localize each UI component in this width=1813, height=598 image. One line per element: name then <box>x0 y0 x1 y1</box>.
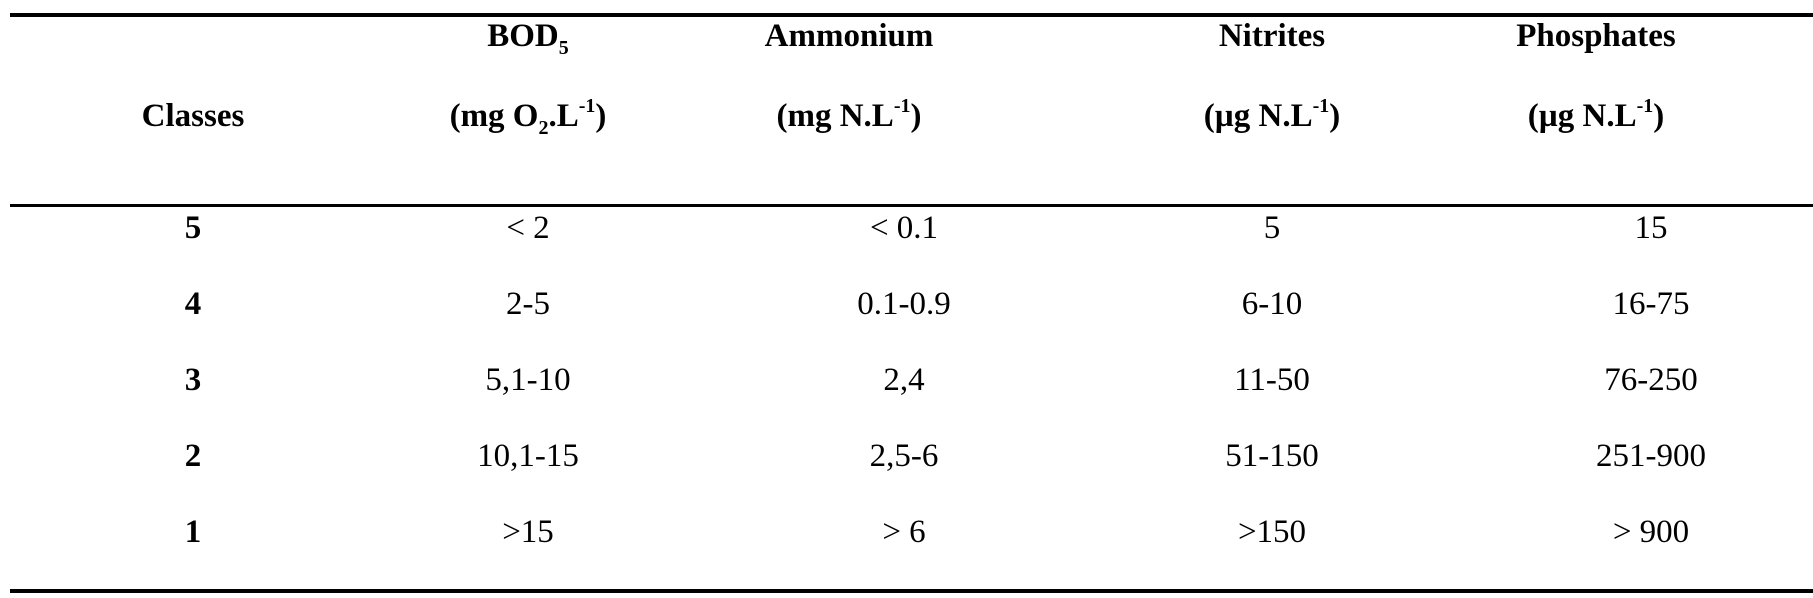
cell-nitrites: >150 <box>1237 514 1307 550</box>
cell-phosphates: > 900 <box>1612 514 1690 550</box>
header-bod-name-main: BOD <box>487 18 559 54</box>
cell-ammonium: > 6 <box>882 514 926 550</box>
cell-phosphates: 16-75 <box>1612 286 1690 322</box>
cell-nitrites: 5 <box>1263 210 1281 246</box>
header-bod-unit: (mg O2.L-1) <box>449 95 607 138</box>
header-phosphates-name: Phosphates <box>1516 18 1676 54</box>
cell-class: 2 <box>184 438 202 474</box>
header-phosphates-unit-open: (µg N.L <box>1527 98 1637 134</box>
header-bod-name: BOD5 <box>487 18 569 58</box>
table-header-rule <box>10 204 1813 207</box>
cell-class: 4 <box>184 286 202 322</box>
cell-class: 1 <box>184 514 202 550</box>
table-row: 1 >15 > 6 >150 > 900 <box>0 514 1813 574</box>
table-bottom-rule <box>10 589 1813 593</box>
cell-class: 5 <box>184 210 202 246</box>
cell-phosphates: 15 <box>1634 210 1668 246</box>
header-nitrites-unit: (µg N.L-1) <box>1203 95 1341 135</box>
header-nitrites-unit-close: ) <box>1329 98 1341 134</box>
cell-class: 3 <box>184 362 202 398</box>
header-ammonium-unit: (mg N.L-1) <box>776 95 922 135</box>
header-classes: Classes <box>141 98 245 134</box>
cell-bod: < 2 <box>506 210 550 246</box>
header-phosphates-unit: (µg N.L-1) <box>1527 95 1665 135</box>
table-row: 5 < 2 < 0.1 5 15 <box>0 210 1813 270</box>
cell-ammonium: 0.1-0.9 <box>857 286 951 322</box>
cell-ammonium: < 0.1 <box>869 210 939 246</box>
table-row: 4 2-5 0.1-0.9 6-10 16-75 <box>0 286 1813 346</box>
header-phosphates-unit-sup: -1 <box>1636 95 1654 117</box>
header-bod-name-sub: 5 <box>558 37 569 59</box>
table-top-rule <box>10 13 1813 17</box>
header-nitrites-unit-open: (µg N.L <box>1203 98 1313 134</box>
header-nitrites-name: Nitrites <box>1218 18 1326 54</box>
header-nitrites-unit-sup: -1 <box>1312 95 1330 117</box>
header-ammonium-unit-sup: -1 <box>893 95 911 117</box>
cell-nitrites: 6-10 <box>1241 286 1303 322</box>
cell-bod: 2-5 <box>506 286 550 322</box>
header-ammonium-unit-close: ) <box>910 98 922 134</box>
header-ammonium-name: Ammonium <box>764 18 934 54</box>
cell-phosphates: 251-900 <box>1596 438 1706 474</box>
table-row: 2 10,1-15 2,5-6 51-150 251-900 <box>0 438 1813 498</box>
header-bod-unit-sup: -1 <box>578 95 596 117</box>
header-bod-unit-sub: 2 <box>538 117 549 139</box>
cell-nitrites: 11-50 <box>1234 362 1310 398</box>
cell-bod: >15 <box>502 514 554 550</box>
cell-bod: 5,1-10 <box>485 362 571 398</box>
header-phosphates-unit-close: ) <box>1653 98 1665 134</box>
cell-ammonium: 2,5-6 <box>869 438 939 474</box>
header-ammonium-unit-open: (mg N.L <box>776 98 894 134</box>
header-bod-unit-mid: .L <box>548 98 579 134</box>
table-row: 3 5,1-10 2,4 11-50 76-250 <box>0 362 1813 422</box>
cell-ammonium: 2,4 <box>883 362 925 398</box>
cell-bod: 10,1-15 <box>477 438 579 474</box>
header-bod-unit-open: (mg O <box>449 98 539 134</box>
header-bod-unit-close: ) <box>595 98 607 134</box>
cell-nitrites: 51-150 <box>1225 438 1319 474</box>
cell-phosphates: 76-250 <box>1604 362 1698 398</box>
